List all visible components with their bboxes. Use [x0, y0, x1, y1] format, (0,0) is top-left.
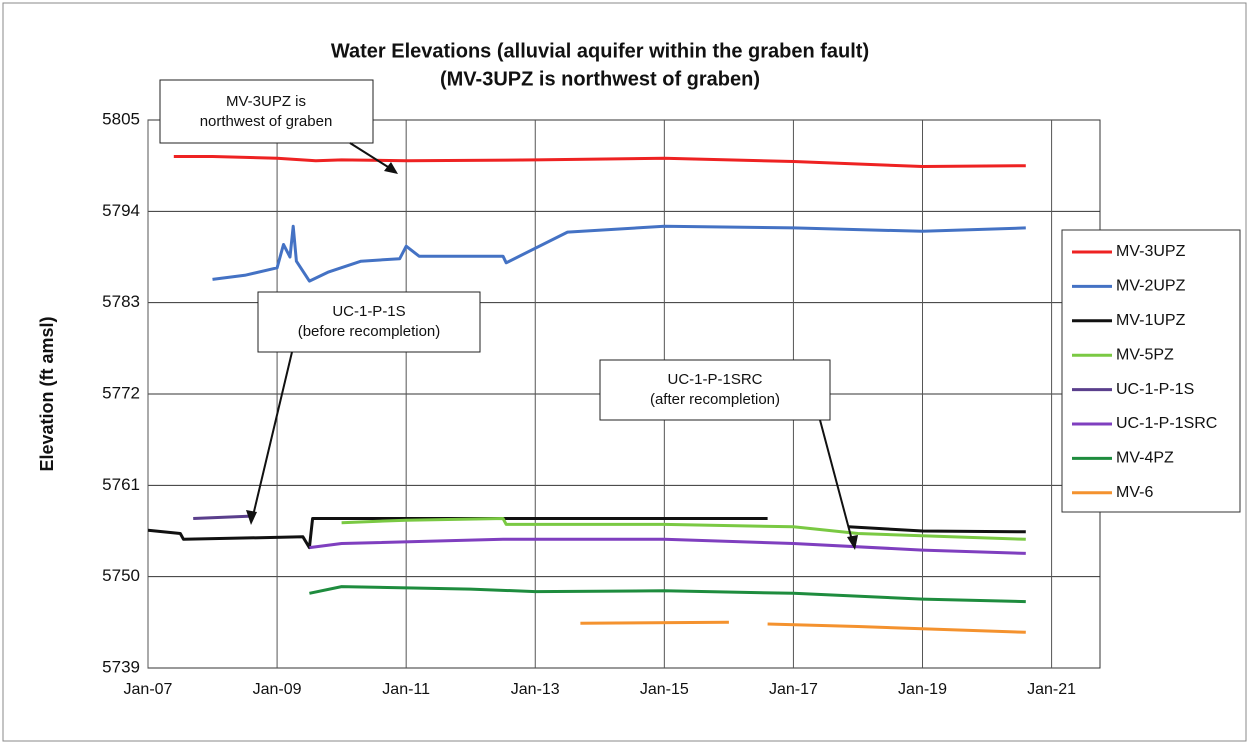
chart-title: Water Elevations (alluvial aquifer withi…	[331, 40, 869, 62]
x-tick-label: Jan-21	[1027, 681, 1076, 698]
series-line	[309, 585, 1026, 604]
legend	[1061, 229, 1241, 513]
legend-label: MV-1UPZ	[1116, 312, 1186, 329]
legend-label: MV-2UPZ	[1116, 278, 1186, 295]
arrowhead	[384, 162, 398, 174]
series-line	[212, 224, 1026, 283]
legend-label: MV-3UPZ	[1116, 243, 1186, 260]
annotation-box	[159, 79, 374, 144]
annotation-text: (after recompletion)	[650, 391, 780, 408]
annotation-box	[257, 291, 481, 353]
series-line	[173, 155, 1026, 168]
annotation-text: northwest of graben	[200, 113, 333, 130]
annotation-text: UC-1-P-1S	[332, 303, 405, 320]
arrowhead	[246, 510, 257, 525]
x-tick-label: Jan-19	[898, 681, 947, 698]
series-line	[580, 620, 1026, 634]
y-tick-label: 5794	[102, 201, 140, 220]
chart-subtitle: (MV-3UPZ is northwest of graben)	[440, 68, 760, 90]
legend-label: UC-1-P-1SRC	[1116, 415, 1217, 432]
x-tick-label: Jan-11	[382, 681, 430, 698]
annotation-text: UC-1-P-1SRC	[667, 371, 762, 388]
x-tick-label: Jan-07	[124, 681, 173, 698]
legend-label: MV-6	[1116, 484, 1153, 501]
x-tick-label: Jan-09	[253, 681, 302, 698]
series-line	[341, 517, 1026, 541]
y-tick-label: 5739	[102, 657, 140, 676]
annotation-box	[599, 359, 831, 421]
y-tick-label: 5805	[102, 109, 140, 128]
arrowhead	[847, 535, 858, 550]
legend-label: UC-1-P-1S	[1116, 381, 1194, 398]
x-tick-label: Jan-15	[640, 681, 689, 698]
arrow	[819, 419, 854, 545]
x-tick-label: Jan-13	[511, 681, 560, 698]
legend-label: MV-5PZ	[1116, 346, 1174, 363]
y-tick-label: 5761	[102, 475, 140, 494]
arrow	[251, 351, 293, 521]
legend-label: MV-4PZ	[1116, 450, 1174, 467]
y-tick-label: 5772	[102, 383, 140, 402]
series-line	[309, 537, 1026, 555]
x-tick-label: Jan-17	[769, 681, 818, 698]
y-tick-label: 5750	[102, 566, 140, 585]
annotation-text: MV-3UPZ is	[226, 93, 306, 110]
y-tick-label: 5783	[102, 292, 140, 311]
series-line	[193, 514, 252, 520]
y-axis-title: Elevation (ft amsl)	[37, 316, 57, 471]
annotation-text: (before recompletion)	[298, 323, 441, 340]
